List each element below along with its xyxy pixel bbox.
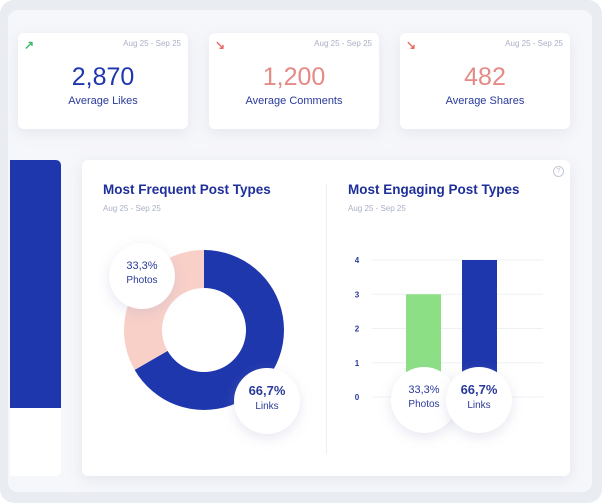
y-tick-label: 2: [355, 325, 360, 334]
bar-photos: [406, 294, 441, 377]
percent-label: 66,7%: [460, 382, 498, 397]
arrow-up-right-icon: ↗: [24, 38, 35, 52]
pie-slice-links: [134, 250, 284, 410]
stat-date: Aug 25 - Sep 25: [505, 39, 563, 48]
percent-label: 66,7%: [248, 383, 286, 398]
stat-value: 1,200: [262, 63, 326, 91]
side-panel-blue-block: [10, 160, 61, 408]
pie-label-photos: 33,3% Photos: [109, 243, 175, 309]
bar-subtitle: Aug 25 - Sep 25: [348, 204, 406, 213]
stat-date: Aug 25 - Sep 25: [123, 39, 181, 48]
stat-card-average-likes: ↗ Aug 25 - Sep 25 2,870 Average Likes: [18, 33, 188, 129]
pie-label-links: 66,7% Links: [234, 368, 300, 434]
y-tick-label: 3: [355, 290, 360, 299]
stat-card-average-shares: ↘ Aug 25 - Sep 25 482 Average Shares: [400, 33, 570, 129]
side-panel: [10, 160, 61, 476]
stat-value: 482: [464, 63, 506, 91]
bar-label-links: 66,7% Links: [446, 367, 512, 433]
arrow-down-right-icon: ↘: [406, 38, 417, 52]
stat-date: Aug 25 - Sep 25: [314, 39, 372, 48]
category-label: Links: [255, 401, 279, 412]
charts-svg: 0 1 2 3 4: [124, 250, 543, 410]
y-tick-label: 0: [355, 393, 360, 402]
divider: [326, 184, 327, 454]
pie-subtitle: Aug 25 - Sep 25: [103, 204, 161, 213]
stat-card-average-comments: ↘ Aug 25 - Sep 25 1,200 Average Comments: [209, 33, 379, 129]
category-label: Photos: [408, 399, 440, 410]
stat-value: 2,870: [71, 63, 135, 91]
dashboard: ↗ Aug 25 - Sep 25 2,870 Average Likes ↘ A…: [8, 10, 592, 492]
category-label: Photos: [126, 275, 158, 286]
arrow-down-right-icon: ↘: [215, 38, 226, 52]
stat-label: Average Likes: [68, 95, 138, 107]
percent-label: 33,3%: [126, 260, 158, 272]
y-tick-label: 1: [355, 359, 360, 368]
stat-label: Average Shares: [445, 95, 525, 107]
pie-title: Most Frequent Post Types: [103, 182, 271, 197]
y-tick-label: 4: [355, 256, 360, 265]
percent-label: 33,3%: [408, 384, 440, 396]
bar-title: Most Engaging Post Types: [348, 182, 520, 197]
category-label: Links: [467, 400, 491, 411]
help-icon[interactable]: ?: [553, 166, 564, 177]
post-types-card: ? Most Frequent Post Types Aug 25 - Sep …: [82, 160, 570, 476]
stat-label: Average Comments: [245, 95, 343, 107]
bar-links: [462, 260, 497, 377]
